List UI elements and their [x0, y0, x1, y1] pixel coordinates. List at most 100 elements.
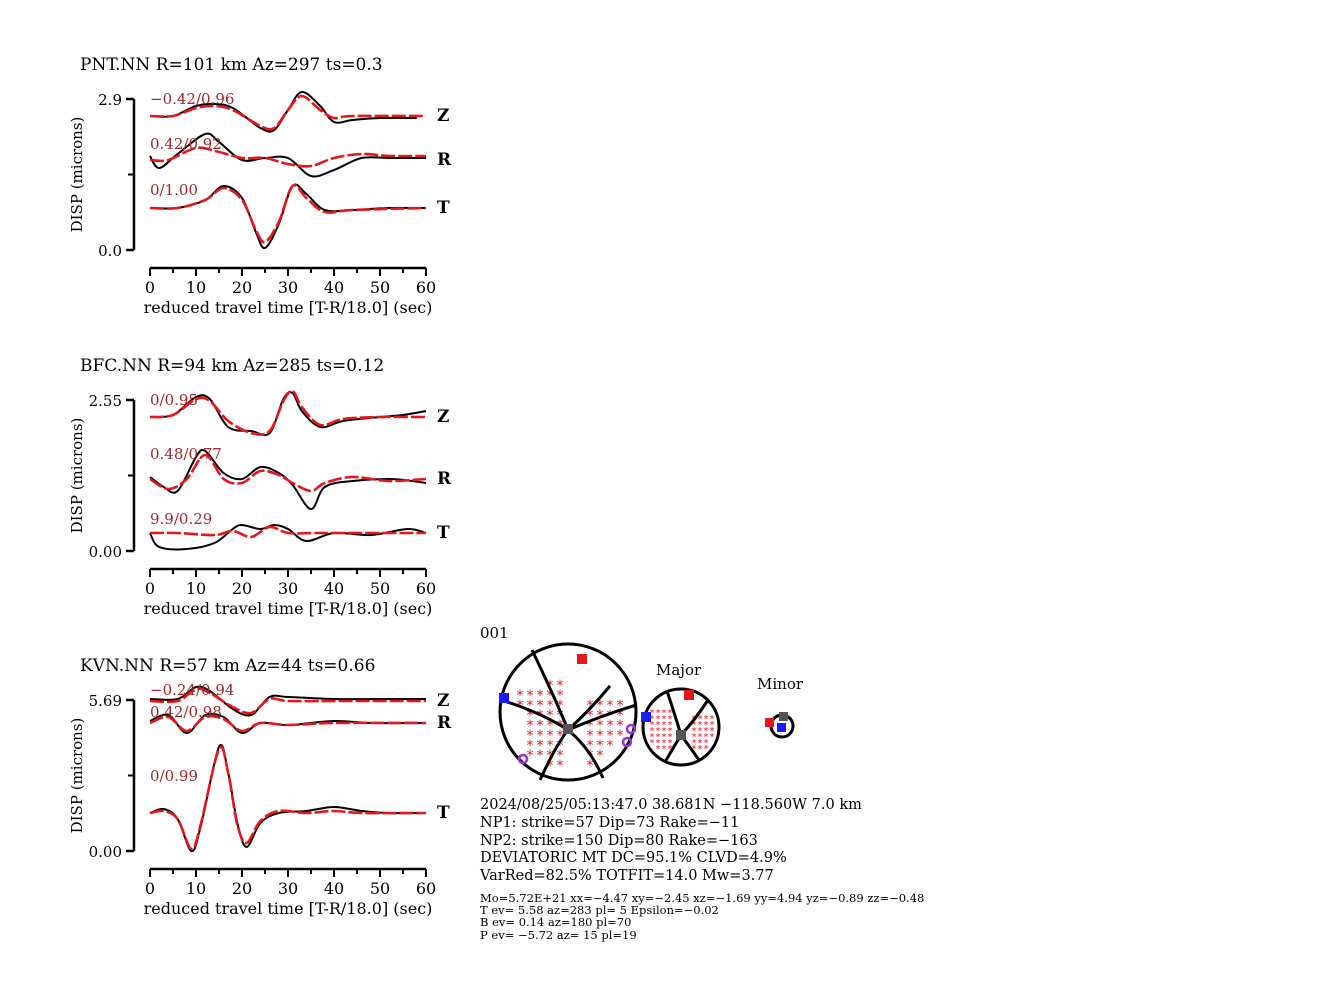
compression-star: * [650, 732, 655, 743]
compression-star: * [698, 744, 703, 755]
compression-star: * [597, 728, 604, 744]
compression-star: * [547, 708, 554, 724]
component-label: Z [437, 407, 449, 427]
b-axis-marker [563, 724, 573, 734]
compression-star: * [527, 688, 534, 704]
compression-star: * [607, 728, 614, 744]
x-tick-label: 10 [186, 278, 206, 297]
compression-star: * [710, 732, 715, 743]
component-label: Z [437, 106, 449, 126]
compression-star: * [692, 744, 697, 755]
fit-label: 0.42/0.98 [150, 703, 222, 721]
fit-label: 0/0.95 [150, 391, 198, 409]
compression-star: * [527, 698, 534, 714]
t-axis-marker [765, 718, 774, 727]
solution-line: DEVIATORIC MT DC=95.1% CLVD=4.9% [480, 850, 787, 866]
compression-star: * [517, 688, 524, 704]
compression-star: * [662, 744, 667, 755]
x-tick-label: 50 [370, 879, 390, 898]
compression-star: * [617, 708, 624, 724]
compression-star: * [692, 726, 697, 737]
compression-star: * [587, 718, 594, 734]
compression-star: * [692, 720, 697, 731]
compression-star: * [527, 718, 534, 734]
major-label: Major [656, 661, 702, 679]
compression-star: * [704, 744, 709, 755]
x-tick-label: 20 [232, 278, 252, 297]
x-tick-label: 20 [232, 579, 252, 598]
x-tick-label: 40 [324, 879, 344, 898]
solution-line: VarRed=82.5% TOTFIT=14.0 Mw=3.77 [479, 868, 774, 884]
component-label: T [437, 523, 450, 543]
major-beachball: * * * ** * * * * * * ** * * * * * * ** * * * * * * ** * * * * * * ** * * *… [641, 687, 721, 767]
compression-star: * [668, 726, 673, 737]
b-axis-marker [779, 712, 788, 721]
minor-beachball [765, 712, 795, 739]
compression-star: * [710, 714, 715, 725]
compression-star: * [557, 678, 564, 694]
compression-star: * [527, 728, 534, 744]
compression-star: * [537, 718, 544, 734]
compression-star: * [527, 708, 534, 724]
synthetic-waveform [149, 146, 427, 168]
x-axis-label: reduced travel time [T-R/18.0] (sec) [144, 298, 433, 317]
main-beachball: * ** * * * ** * * * * * * * ** * * * * * * ** * * * * * * ** * * * * * * *… [498, 642, 638, 782]
compression-star: * [656, 708, 661, 719]
compression-star: * [607, 718, 614, 734]
component-label: R [437, 469, 452, 489]
x-tick-label: 30 [278, 579, 298, 598]
compression-star: * [668, 714, 673, 725]
compression-star: * [650, 738, 655, 749]
compression-star: * [547, 758, 554, 774]
compression-star: * [527, 748, 534, 764]
compression-star: * [547, 698, 554, 714]
station-panel: PNT.NN R=101 km Az=297 ts=0.3 2.9 0.0 DISP … [68, 55, 452, 317]
fit-label: 0/0.99 [150, 767, 198, 785]
compression-star: * [656, 732, 661, 743]
compression-star: * [650, 720, 655, 731]
observed-waveform [149, 523, 427, 551]
compression-star: * [710, 726, 715, 737]
compression-star: * [698, 714, 703, 725]
fit-label: −0.24/0.94 [150, 681, 234, 699]
y-min-label: 0.0 [98, 242, 122, 260]
compression-star: * [537, 698, 544, 714]
compression-star: * [587, 698, 594, 714]
compression-star: * [662, 714, 667, 725]
solution-text: 2024/08/25/05:13:47.0 38.681N −118.560W … [479, 797, 924, 942]
compression-star: * [557, 758, 564, 774]
solution-detail-line: Mo=5.72E+21 xx=−4.47 xy=−2.45 xz=−1.69 y… [480, 891, 924, 905]
compression-star: * [557, 688, 564, 704]
station-panel: KVN.NN R=57 km Az=44 ts=0.66 5.69 0.00DISP… [68, 656, 452, 918]
compression-star: * [656, 738, 661, 749]
compression-star: * [656, 744, 661, 755]
component-label: T [437, 198, 450, 218]
polarity-marker [517, 753, 529, 765]
compression-star: * [650, 726, 655, 737]
compression-star: * [617, 698, 624, 714]
panel-title: PNT.NN R=101 km Az=297 ts=0.3 [80, 55, 383, 75]
synthetic-waveform [149, 94, 427, 131]
component-label: R [437, 150, 452, 170]
compression-star: * [537, 738, 544, 754]
fit-label: 9.9/0.29 [150, 510, 212, 528]
x-tick-label: 60 [416, 278, 436, 297]
x-tick-label: 0 [145, 879, 155, 898]
compression-star: * [662, 738, 667, 749]
b-axis-marker [676, 730, 686, 740]
y-max-label: 5.69 [89, 692, 122, 710]
solution-detail-line: T ev= 5.58 az=283 pl= 5 Epsilon=−0.02 [480, 903, 719, 917]
p-axis-marker [777, 723, 786, 732]
compression-star: * [607, 708, 614, 724]
compression-star: * [656, 726, 661, 737]
x-tick-label: 60 [416, 879, 436, 898]
compression-star: * [668, 708, 673, 719]
component-label: R [437, 713, 452, 733]
polarity-marker [625, 723, 637, 735]
x-tick-label: 50 [370, 579, 390, 598]
compression-star: * [557, 748, 564, 764]
solution-line: 2024/08/25/05:13:47.0 38.681N −118.560W … [480, 797, 862, 813]
compression-star: * [587, 738, 594, 754]
synthetic-waveform [149, 183, 427, 244]
